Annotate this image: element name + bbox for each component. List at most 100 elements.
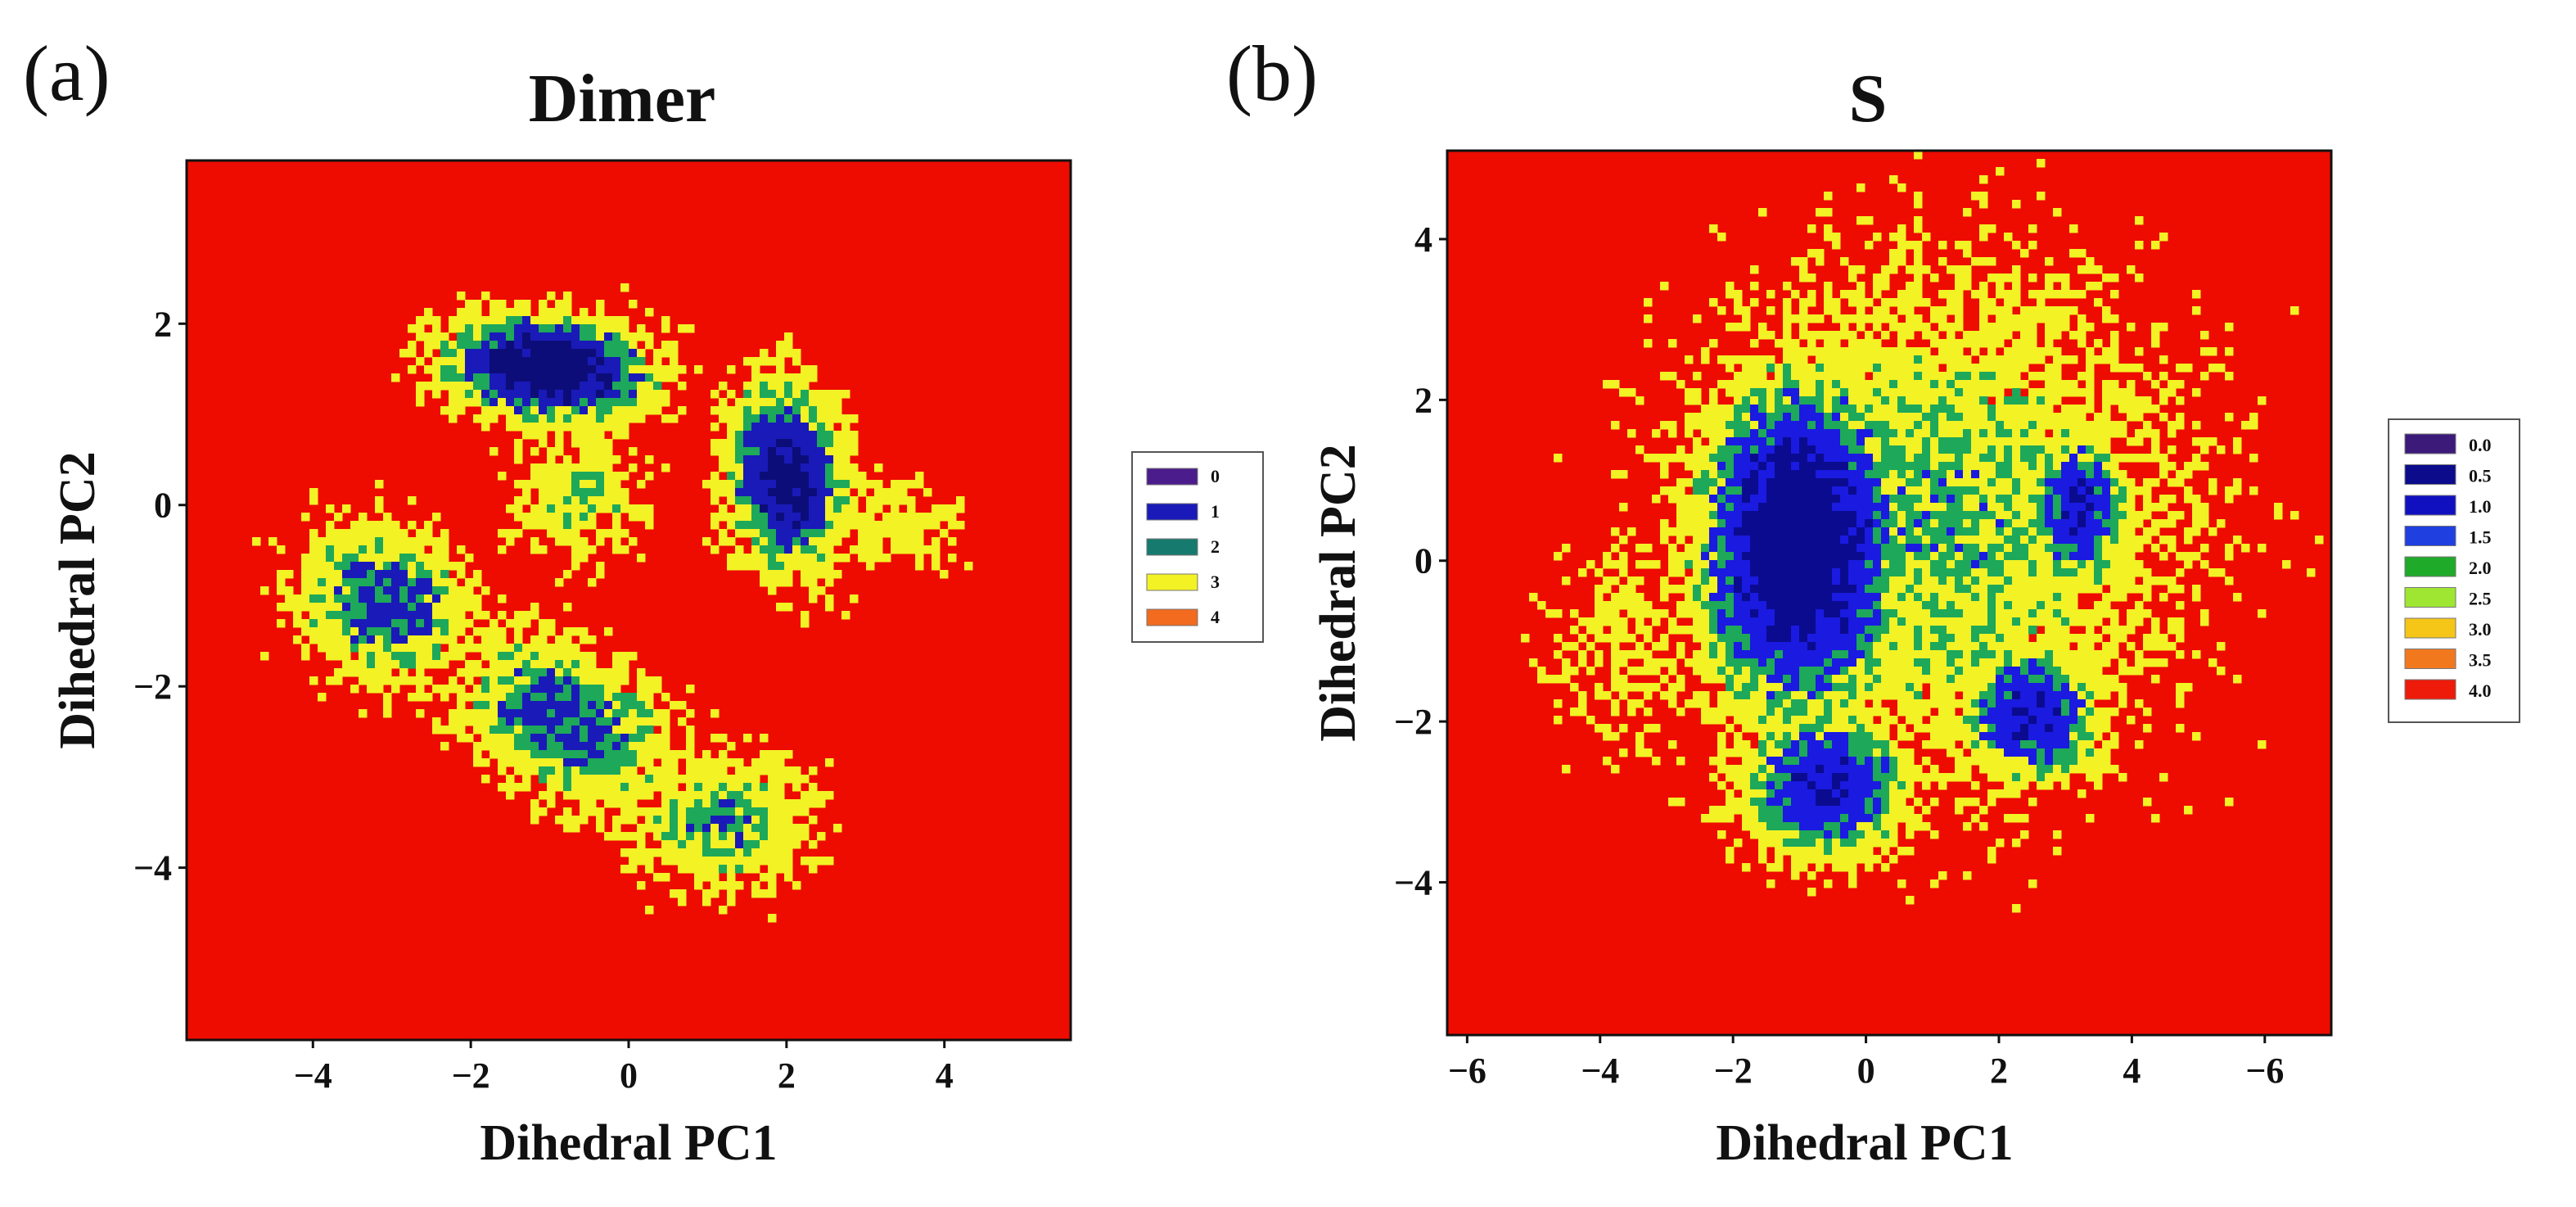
panel-a-heat-cell bbox=[547, 382, 556, 391]
panel-b-heat-cell bbox=[1897, 495, 1906, 504]
panel-a-heat-cell bbox=[498, 627, 507, 636]
panel-b-heat-cell bbox=[1668, 339, 1677, 348]
panel-b-heat-cell bbox=[2053, 380, 2062, 389]
panel-b-heat-cell bbox=[1775, 495, 1784, 504]
panel-a-heat-cell bbox=[530, 701, 539, 710]
panel-a-heat-cell bbox=[588, 316, 597, 325]
panel-b-heat-cell bbox=[1726, 445, 1735, 454]
panel-a-heat-cell bbox=[563, 332, 572, 341]
panel-a-heat-cell bbox=[530, 766, 539, 775]
panel-b-heat-cell bbox=[2118, 519, 2127, 528]
panel-a-heat-cell bbox=[776, 488, 785, 497]
panel-a-heat-cell bbox=[424, 603, 433, 612]
panel-b-heat-cell bbox=[2110, 478, 2119, 487]
panel-a-heat-cell bbox=[457, 726, 466, 735]
panel-a-heat-cell bbox=[408, 594, 417, 604]
panel-b-heat-cell bbox=[1856, 405, 1865, 414]
panel-b-heat-cell bbox=[2159, 388, 2168, 397]
panel-b-heat-cell bbox=[1693, 445, 1702, 454]
panel-b-heat-cell bbox=[1668, 552, 1677, 561]
panel-a-heat-cell bbox=[620, 709, 629, 718]
panel-b-heat-cell bbox=[1979, 257, 1988, 266]
panel-a-heat-cell bbox=[604, 390, 613, 399]
panel-b-heat-cell bbox=[1914, 536, 1923, 545]
panel-a-heat-cell bbox=[539, 766, 548, 775]
panel-b-heat-cell bbox=[1955, 568, 1964, 577]
panel-b-heat-cell bbox=[1906, 544, 1915, 553]
panel-b-heat-cell bbox=[2094, 462, 2103, 471]
panel-b-heat-cell bbox=[1930, 519, 1939, 528]
panel-a-heat-cell bbox=[588, 455, 597, 464]
panel-b-heat-cell bbox=[1963, 527, 1972, 536]
panel-a-heat-cell bbox=[514, 357, 523, 366]
panel-a-heat-cell bbox=[580, 742, 589, 751]
panel-a-heat-cell bbox=[801, 824, 810, 833]
panel-b-heat-cell bbox=[1979, 519, 1988, 528]
panel-a-heat-cell bbox=[751, 382, 760, 391]
panel-b-heat-cell bbox=[2028, 626, 2037, 635]
panel-b-heat-cell bbox=[1807, 249, 1816, 258]
panel-a-heat-cell bbox=[743, 775, 752, 784]
panel-a-heat-cell bbox=[784, 423, 793, 432]
panel-a-heat-cell bbox=[801, 799, 810, 808]
panel-b-heat-cell bbox=[2200, 331, 2209, 340]
panel-b-heat-cell bbox=[1856, 413, 1865, 422]
panel-a-heat-cell bbox=[539, 488, 548, 497]
panel-b-heat-cell bbox=[2151, 478, 2160, 487]
panel-a-heat-cell bbox=[760, 840, 769, 849]
panel-a-heat-cell bbox=[563, 455, 572, 464]
panel-b-heat-cell bbox=[1832, 429, 1841, 438]
panel-b-heat-cell bbox=[1889, 511, 1898, 520]
panel-b-heat-cell bbox=[1996, 568, 2005, 577]
panel-a-heat-cell bbox=[678, 848, 687, 857]
panel-a-heat-cell bbox=[792, 455, 801, 464]
panel-b-heat-cell bbox=[1914, 437, 1923, 446]
panel-b-heat-cell bbox=[1578, 617, 1587, 626]
panel-b-heat-cell bbox=[2037, 372, 2046, 381]
panel-a-heat-cell bbox=[792, 488, 801, 497]
panel-a-heat-cell bbox=[506, 324, 515, 333]
panel-b-heat-cell bbox=[2077, 265, 2087, 274]
panel-a-heat-cell bbox=[588, 717, 597, 726]
panel-a-heat-cell bbox=[359, 627, 368, 636]
panel-a-heat-cell bbox=[342, 619, 351, 628]
panel-b-heat-cell bbox=[2102, 519, 2111, 528]
panel-b-heat-cell bbox=[2045, 650, 2054, 659]
panel-a-heat-cell bbox=[784, 373, 793, 382]
panel-b-heat-cell bbox=[1726, 290, 1735, 299]
panel-a-heat-cell bbox=[702, 791, 711, 800]
panel-b-heat-cell bbox=[1586, 642, 1595, 651]
panel-a-heat-cell bbox=[629, 332, 638, 341]
panel-b-heat-cell bbox=[2053, 634, 2062, 643]
panel-b-heat-cell bbox=[1676, 601, 1685, 610]
panel-a-heat-cell bbox=[727, 775, 736, 784]
panel-b-heat-cell bbox=[2020, 626, 2029, 635]
panel-b-heat-cell bbox=[1955, 339, 1964, 348]
panel-a-heat-cell bbox=[449, 619, 458, 628]
panel-b-heat-cell bbox=[2012, 601, 2021, 610]
panel-a-heat-cell bbox=[375, 496, 384, 505]
panel-b-heat-cell bbox=[2053, 208, 2062, 217]
panel-b-heat-cell bbox=[1807, 437, 1816, 446]
panel-a-heat-cell bbox=[449, 709, 458, 718]
panel-a-heat-cell bbox=[661, 734, 670, 743]
panel-a-heat-cell bbox=[432, 537, 441, 546]
panel-a-heat-cell bbox=[375, 504, 384, 513]
panel-b-heat-cell bbox=[2200, 617, 2209, 626]
panel-b-heat-cell bbox=[1783, 552, 1792, 561]
panel-a-heat-cell bbox=[399, 611, 408, 620]
panel-b-heat-cell bbox=[1611, 609, 1620, 618]
panel-a-heat-cell bbox=[727, 365, 736, 374]
panel-a-heat-cell bbox=[596, 750, 605, 759]
panel-b-heat-cell bbox=[1693, 314, 1702, 323]
panel-b-heat-cell bbox=[1930, 601, 1939, 610]
panel-b-heat-cell bbox=[2086, 454, 2095, 463]
panel-b-heat-cell bbox=[2151, 445, 2160, 454]
panel-a-heat-cell bbox=[899, 488, 908, 497]
panel-b-heat-cell bbox=[1881, 503, 1890, 512]
panel-a-heat-cell bbox=[874, 545, 883, 554]
panel-a-heat-cell bbox=[522, 668, 531, 677]
panel-a-heat-cell bbox=[841, 472, 850, 481]
panel-b-heat-cell bbox=[1685, 552, 1694, 561]
panel-a-heat-cell bbox=[637, 824, 646, 833]
